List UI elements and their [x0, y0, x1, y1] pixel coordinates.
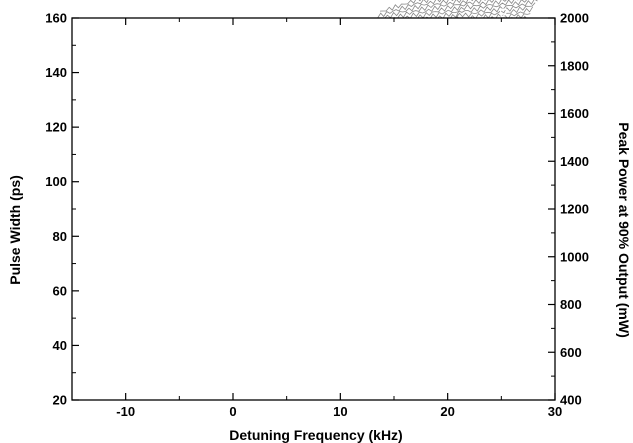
y-tick-label-left: 140 — [45, 65, 67, 80]
inset-trace — [374, 0, 442, 23]
inset-trace — [377, 0, 433, 19]
y-tick-label-right: 600 — [560, 345, 582, 360]
inset-trace — [372, 0, 454, 27]
y-tick-label-right: 1000 — [560, 249, 589, 264]
x-axis-label: Detuning Frequency (kHz) — [229, 427, 402, 443]
x-tick-label: 20 — [440, 404, 454, 419]
inset-trace — [379, 0, 422, 12]
y-tick-label-left: 120 — [45, 120, 67, 135]
x-tick-label: 30 — [548, 404, 562, 419]
x-tick-label: 10 — [333, 404, 347, 419]
x-tick-label: 0 — [229, 404, 236, 419]
y-tick-label-right: 800 — [560, 297, 582, 312]
y-tick-label-right: 400 — [560, 393, 582, 408]
y-tick-label-left: 40 — [53, 338, 67, 353]
y-axis-label-right: Peak Power at 90% Output (mW) — [616, 122, 632, 337]
y-tick-label-left: 20 — [53, 393, 67, 408]
axes: -10 0 10 20 30 20 40 60 80 100 120 140 160 400 600 800 1… — [45, 11, 589, 420]
y-tick-label-left: 80 — [53, 229, 67, 244]
y-tick-label-left: 100 — [45, 174, 67, 189]
y-tick-label-left: 160 — [45, 11, 67, 26]
y-tick-label-right: 1400 — [560, 154, 589, 169]
y-tick-label-right: 2000 — [560, 11, 589, 26]
plot-frame — [71, 17, 556, 401]
x-tick-label: -10 — [116, 404, 135, 419]
y-tick-label-right: 1200 — [560, 202, 589, 217]
y-axis-label-left: Pulse Width (ps) — [7, 175, 23, 285]
y-tick-label-right: 1600 — [560, 106, 589, 121]
y-tick-label-right: 1800 — [560, 58, 589, 73]
y-tick-label-left: 60 — [53, 283, 67, 298]
